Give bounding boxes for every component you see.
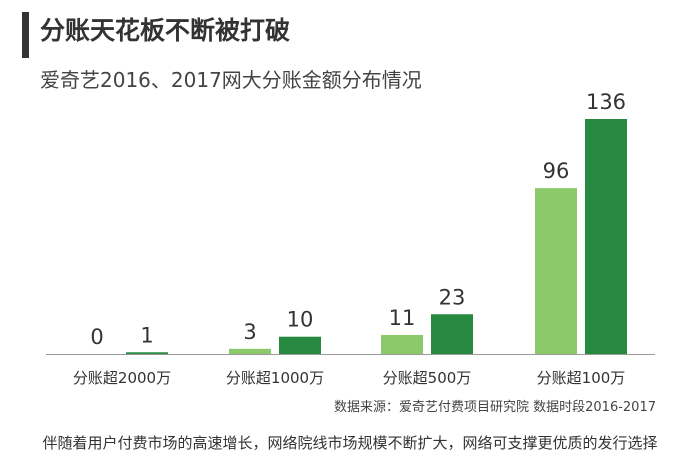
value-labels-group: 0 1 3 10 11 23 96 136 <box>90 90 626 349</box>
bottom-caption: 伴随着用户付费市场的高速增长，网络院线市场规模不断扩大，网络可支撑更优质的发行选… <box>42 434 658 452</box>
data-label-series2-3: 23 <box>439 285 466 309</box>
data-label-series1-3: 11 <box>389 306 416 330</box>
page-subtitle: 爱奇艺2016、2017网大分账金额分布情况 <box>40 68 422 92</box>
data-source-note: 数据来源：爱奇艺付费项目研究院 数据时段2016-2017 <box>334 400 656 415</box>
category-label-1: 分账超2000万 <box>73 369 171 387</box>
category-label-4: 分账超100万 <box>537 369 626 387</box>
bar-series1-3 <box>381 334 423 354</box>
data-label-series1-2: 3 <box>243 320 256 344</box>
bar-series2-1 <box>126 352 168 354</box>
data-label-series2-1: 1 <box>140 323 153 347</box>
data-label-series2-2: 10 <box>287 308 314 332</box>
data-label-series1-1: 0 <box>90 325 103 349</box>
bar-series2-2 <box>279 336 321 354</box>
bars-group <box>126 119 627 354</box>
data-label-series1-4: 96 <box>543 159 570 183</box>
bar-series1-4 <box>535 188 577 354</box>
category-label-2: 分账超1000万 <box>226 369 324 387</box>
page-title: 分账天花板不断被打破 <box>40 16 291 45</box>
category-labels-group: 分账超2000万 分账超1000万 分账超500万 分账超100万 <box>73 369 625 387</box>
title-accent-bar <box>22 12 29 58</box>
bar-series1-2 <box>229 348 271 354</box>
bar-series2-3 <box>431 314 473 354</box>
category-label-3: 分账超500万 <box>383 369 472 387</box>
bar-series2-4 <box>585 119 627 354</box>
data-label-series2-4: 136 <box>586 90 626 114</box>
